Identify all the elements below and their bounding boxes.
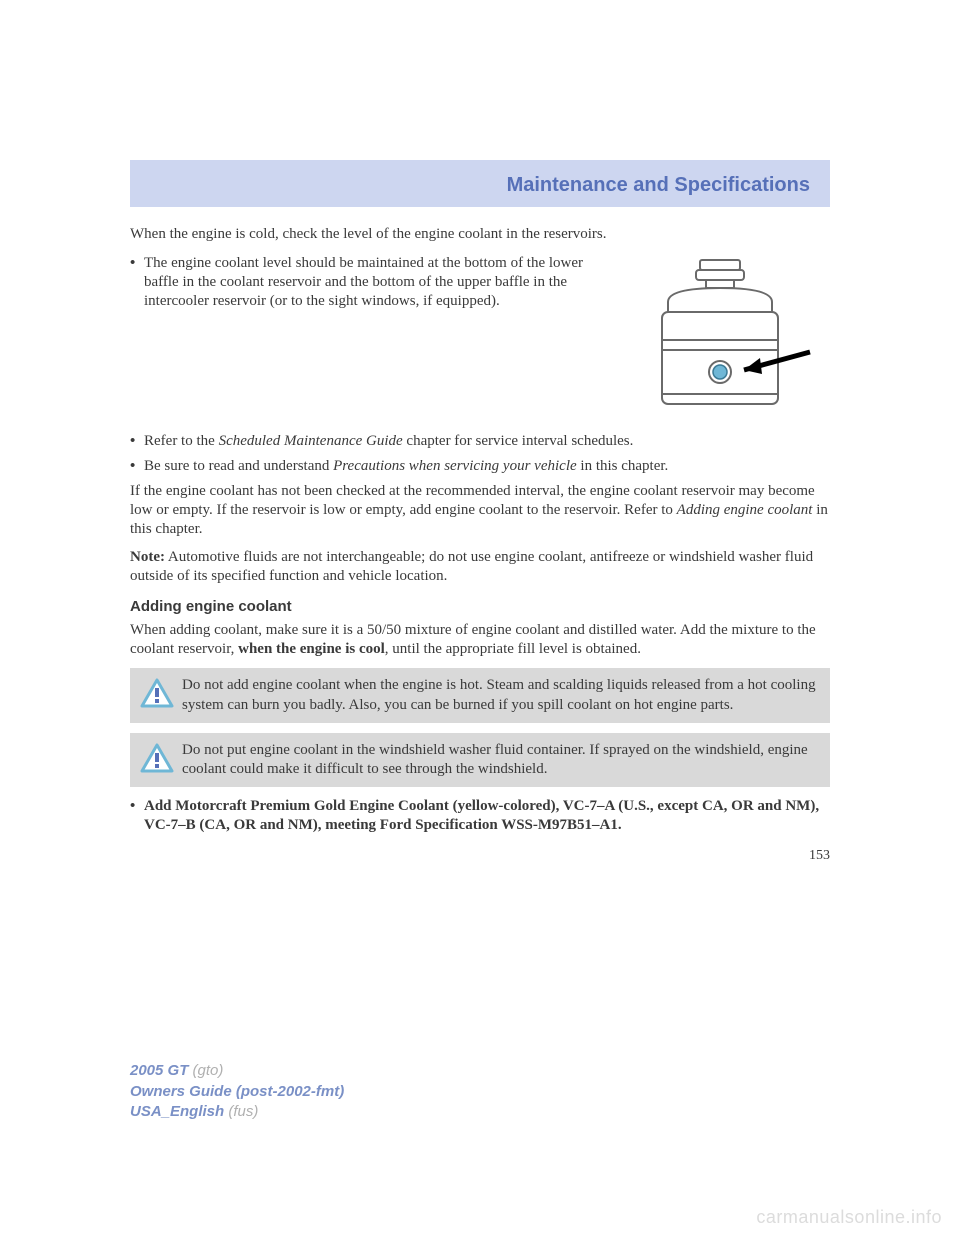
bullet-dot: • xyxy=(130,254,144,312)
body-paragraph: When adding coolant, make sure it is a 5… xyxy=(130,621,830,659)
subsection-heading: Adding engine coolant xyxy=(130,598,830,615)
warning-text: Do not add engine coolant when the engin… xyxy=(182,677,816,712)
note-paragraph: Note: Automotive fluids are not intercha… xyxy=(130,548,830,586)
bullet-dot: • xyxy=(130,797,144,835)
watermark: carmanualsonline.info xyxy=(756,1207,942,1228)
warning-triangle-icon xyxy=(140,678,174,708)
warning-box: Do not add engine coolant when the engin… xyxy=(130,668,830,722)
page-number: 153 xyxy=(130,848,830,864)
intro-paragraph: When the engine is cold, check the level… xyxy=(130,225,830,244)
bullet-dot: • xyxy=(130,457,144,476)
warning-box: Do not put engine coolant in the windshi… xyxy=(130,733,830,787)
section-header-band: Maintenance and Specifications xyxy=(130,160,830,207)
bullet-item: • Be sure to read and understand Precaut… xyxy=(130,457,830,476)
bullet-with-figure-row: • The engine coolant level should be mai… xyxy=(130,254,830,424)
coolant-reservoir-figure xyxy=(610,254,830,424)
bullet-text-bold: Add Motorcraft Premium Gold Engine Coola… xyxy=(144,797,830,835)
section-title: Maintenance and Specifications xyxy=(507,174,810,196)
bullet-text: Refer to the Scheduled Maintenance Guide… xyxy=(144,432,830,451)
warning-triangle-icon xyxy=(140,743,174,773)
bullet-item: • The engine coolant level should be mai… xyxy=(130,254,594,312)
warning-text: Do not put engine coolant in the windshi… xyxy=(182,742,808,777)
bullet-dot: • xyxy=(130,432,144,451)
bullet-text: The engine coolant level should be maint… xyxy=(144,254,594,312)
body-paragraph: If the engine coolant has not been check… xyxy=(130,482,830,538)
bullet-item: • Add Motorcraft Premium Gold Engine Coo… xyxy=(130,797,830,835)
bullet-item: • Refer to the Scheduled Maintenance Gui… xyxy=(130,432,830,451)
bullet-text: Be sure to read and understand Precautio… xyxy=(144,457,830,476)
footer-metadata: 2005 GT (gto) Owners Guide (post-2002-fm… xyxy=(130,1061,344,1122)
